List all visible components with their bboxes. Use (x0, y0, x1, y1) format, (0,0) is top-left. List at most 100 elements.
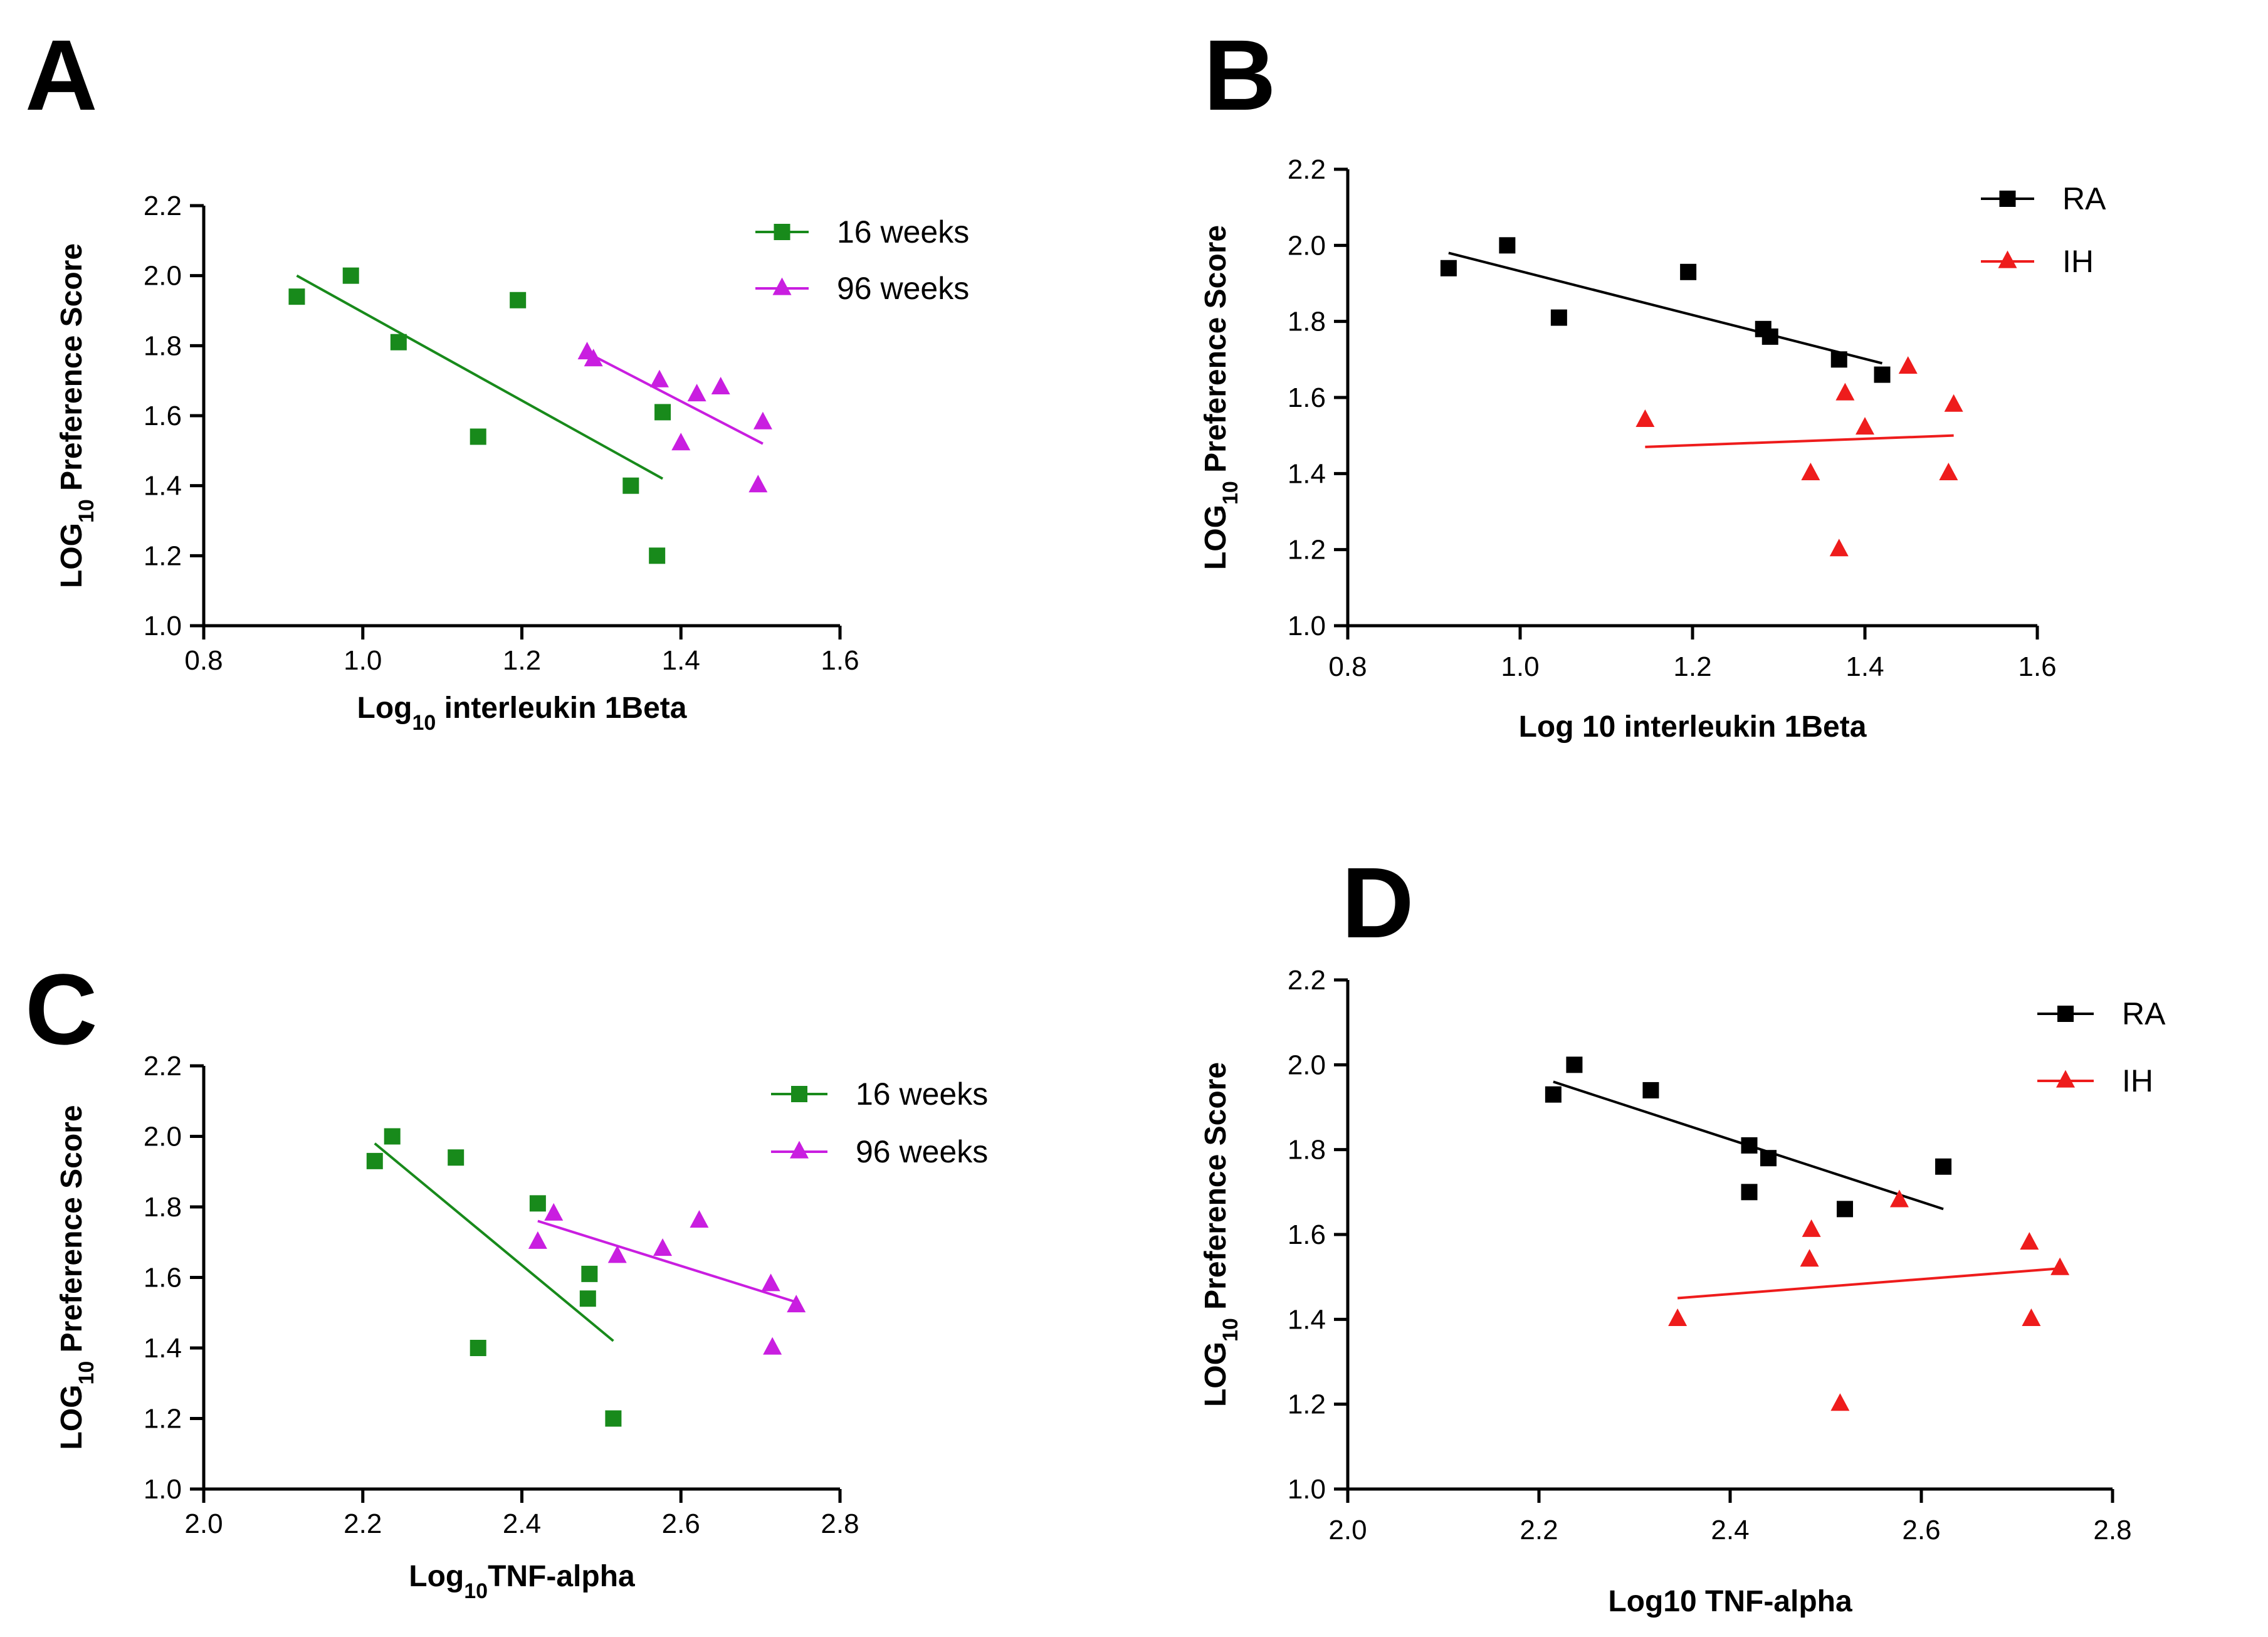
y-tick-label: 1.2 (144, 1404, 182, 1434)
data-point (584, 349, 603, 367)
legend-entry: RA (2037, 996, 2166, 1031)
x-axis-title: Log 10 interleukin 1Beta (1519, 710, 1867, 744)
data-point (649, 547, 666, 564)
x-axis-title-main: Log 10 interleukin 1Beta (1519, 710, 1867, 744)
data-point (1800, 1249, 1819, 1267)
data-point (529, 1195, 546, 1212)
data-point (1545, 1086, 1562, 1103)
legend-marker (1999, 191, 2016, 207)
panel-letter: B (1204, 19, 1276, 131)
series-ra (1545, 1056, 1952, 1218)
data-point (1939, 462, 1958, 480)
data-point (1741, 1184, 1758, 1201)
x-tick-label: 2.4 (1711, 1515, 1749, 1545)
y-tick-label: 1.6 (144, 401, 182, 431)
series-ih (1668, 1189, 2070, 1411)
legend-entry: 96 weeks (771, 1134, 988, 1169)
data-point (622, 477, 639, 494)
data-point (753, 411, 772, 429)
data-point (649, 369, 669, 387)
x-axis-title-rest: interleukin 1Beta (436, 692, 686, 725)
y-tick-label: 1.6 (1288, 1219, 1326, 1250)
y-axis-title-main: LOG (1199, 1342, 1232, 1407)
legend-marker (774, 224, 790, 240)
data-point (654, 404, 671, 421)
x-axis-title-main: Log10 TNF-alpha (1608, 1585, 1852, 1618)
legend-marker (772, 277, 792, 295)
data-point (1680, 263, 1697, 280)
data-point (1668, 1308, 1688, 1326)
regression-line (537, 1219, 797, 1303)
data-point (1801, 462, 1820, 480)
y-axis-title: LOG10 Preference Score (1199, 1062, 1242, 1407)
y-axis-title: LOG10 Preference Score (55, 243, 98, 588)
data-point (671, 433, 691, 451)
x-tick-label: 0.8 (1328, 651, 1367, 682)
legend-label: 16 weeks (856, 1076, 988, 1112)
y-tick-label: 2.0 (1288, 230, 1326, 261)
x-axis-title: Log10 interleukin 1Beta (357, 692, 687, 735)
panel-letter: A (25, 19, 98, 131)
data-point (761, 1273, 780, 1292)
x-axis-title: Log10 TNF-alpha (1608, 1585, 1852, 1618)
data-point (1830, 1393, 1850, 1411)
y-axis-title: LOG10 Preference Score (1199, 225, 1242, 570)
data-point (1499, 237, 1516, 254)
legend-label: 96 weeks (856, 1134, 988, 1169)
series-96-weeks (577, 342, 772, 493)
x-tick-label: 1.4 (662, 645, 700, 676)
regression-line (1448, 251, 1882, 365)
y-axis-title-rest: Preference Score (55, 243, 88, 499)
y-tick-label: 1.6 (144, 1263, 182, 1293)
data-point (342, 267, 359, 284)
series-ra (1440, 237, 1891, 383)
series-ih (1635, 356, 1963, 557)
regression-line (1677, 1267, 2061, 1300)
regression-line (296, 274, 664, 480)
data-point (390, 334, 407, 350)
data-point (528, 1231, 547, 1249)
data-point (579, 1290, 596, 1307)
data-point (544, 1203, 564, 1221)
data-point (384, 1128, 401, 1145)
data-point (687, 384, 706, 402)
legend-label: 16 weeks (837, 214, 969, 250)
y-tick-label: 2.2 (144, 191, 182, 221)
y-axis-title-rest: Preference Score (55, 1105, 88, 1361)
x-tick-label: 1.0 (1501, 651, 1539, 682)
y-tick-label: 1.0 (1288, 611, 1326, 641)
x-tick-label: 2.2 (1520, 1515, 1558, 1545)
data-point (1642, 1082, 1659, 1098)
series-16-weeks (366, 1128, 622, 1427)
data-point (653, 1238, 673, 1256)
x-tick-label: 2.0 (184, 1508, 223, 1539)
data-point (1829, 539, 1849, 557)
data-point (366, 1152, 383, 1169)
x-tick-label: 1.0 (344, 645, 382, 676)
chart-panel-d: D 1.0 1.2 1.4 1.6 1.8 2.0 2.2 2.0 2.2 2.4 2.6 2.8 Log… (1199, 846, 2166, 1618)
y-axis-title-rest: Preference Score (1199, 225, 1232, 481)
x-tick-label: 2.8 (821, 1508, 859, 1539)
legend-entry: IH (2037, 1063, 2153, 1098)
data-point (748, 475, 768, 493)
legend-entry: 96 weeks (755, 271, 969, 306)
y-tick-label: 1.0 (144, 611, 182, 641)
x-tick-label: 1.6 (2018, 651, 2056, 682)
chart-panel-c: C 1.0 1.2 1.4 1.6 1.8 2.0 2.2 2.0 2.2 2.4 2.6 2.8 Log… (25, 953, 988, 1603)
x-axis-title-rest: TNF-alpha (488, 1560, 635, 1593)
legend-marker (2057, 1006, 2074, 1022)
y-tick-label: 1.2 (1288, 1389, 1326, 1420)
y-tick-label: 1.8 (144, 1192, 182, 1223)
x-tick-label: 1.2 (1673, 651, 1711, 682)
y-axis-title-sub: 10 (75, 499, 98, 523)
panel-letter: D (1341, 846, 1414, 959)
chart-panel-b: B1.01.21.41.61.82.02.20.8 1.0 1.2 1.4 1.6Log… (1199, 19, 2106, 744)
y-tick-label: 2.0 (144, 1122, 182, 1152)
data-point (470, 428, 486, 445)
data-point (1635, 409, 1655, 428)
data-point (690, 1210, 709, 1228)
y-axis-title-sub: 10 (75, 1361, 98, 1385)
legend-marker (791, 1086, 807, 1102)
x-tick-label: 2.8 (2093, 1515, 2131, 1545)
